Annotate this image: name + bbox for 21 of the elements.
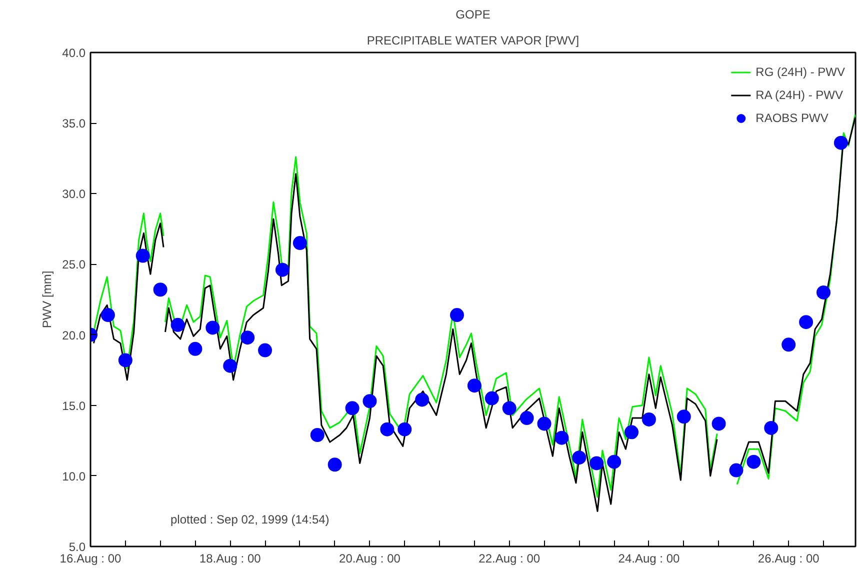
- y-tick-label: 30.0: [62, 187, 86, 202]
- y-tick-label: 35.0: [62, 116, 86, 131]
- chart-subtitle: PRECIPITABLE WATER VAPOR [PWV]: [366, 34, 580, 48]
- y-tick-label: 40.0: [62, 46, 86, 60]
- y-tick-label: 15.0: [62, 398, 86, 413]
- y-tick-label: 25.0: [62, 258, 86, 272]
- x-tick-label: 22.Aug : 00: [478, 552, 540, 566]
- y-axis-title: PWV [mm]: [40, 270, 54, 328]
- x-tick-label: 18.Aug : 00: [199, 552, 262, 566]
- x-tick-label: 24.Aug : 00: [618, 552, 680, 566]
- legend-label: RAOBS PWV: [756, 111, 828, 125]
- y-tick-label: 10.0: [62, 469, 86, 484]
- legend-label: RA (24H) - PWV: [756, 88, 844, 102]
- chart-title: GOPE: [456, 8, 490, 22]
- x-tick-label: 26.Aug : 00: [758, 552, 820, 566]
- y-tick-label: 20.0: [62, 328, 86, 342]
- x-tick-label: 20.Aug : 00: [339, 552, 401, 566]
- y-tick-label: 5.0: [68, 540, 86, 554]
- legend-label: RG (24H) - PWV: [756, 65, 845, 79]
- annotation: plotted : Sep 02, 1999 (14:54): [170, 512, 330, 526]
- x-tick-label: 16.Aug : 00: [60, 552, 122, 566]
